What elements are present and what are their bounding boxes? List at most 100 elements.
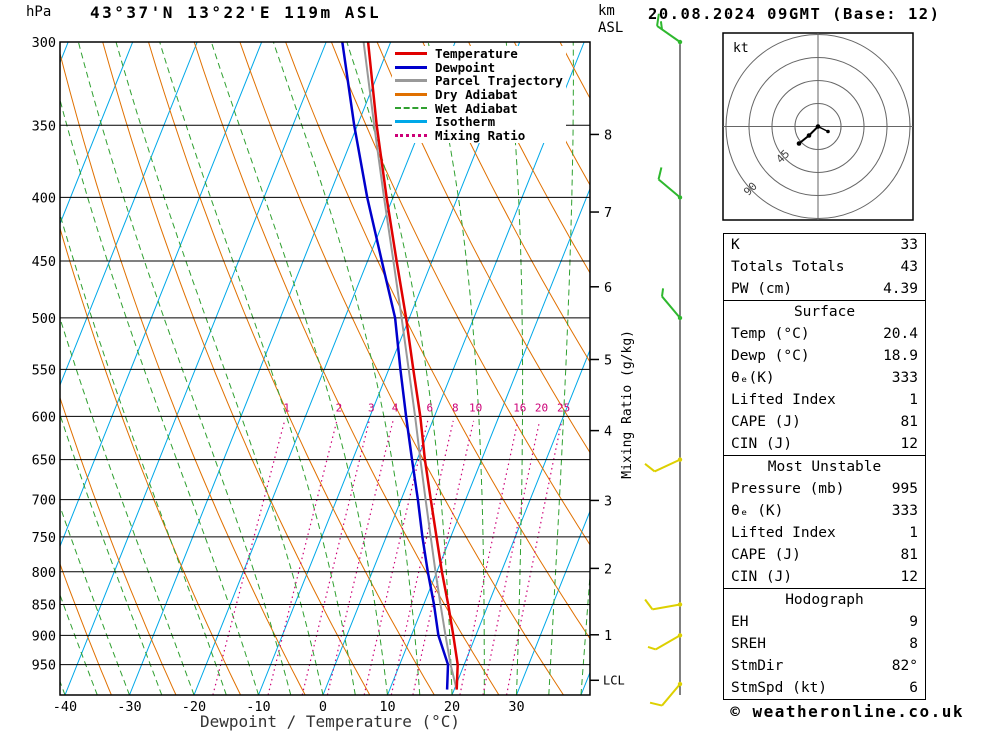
copyright-link[interactable]: © weatheronline.co.uk <box>730 702 964 721</box>
svg-text:1: 1 <box>604 628 612 644</box>
svg-text:4: 4 <box>392 401 399 414</box>
stats-label: StmSpd (kt) <box>731 680 828 696</box>
svg-text:7: 7 <box>604 205 612 221</box>
stats-value: 8 <box>909 636 918 652</box>
stats-value: 1 <box>909 392 918 408</box>
stats-section-header: Most Unstable <box>767 459 882 475</box>
stats-row: CIN (J) 12 <box>724 566 925 588</box>
wind-barb <box>656 13 683 45</box>
svg-text:6: 6 <box>604 280 612 296</box>
legend-item: Dewpoint <box>395 61 563 75</box>
stats-row: SREH 8 <box>724 633 925 655</box>
stats-value: 33 <box>900 237 918 253</box>
svg-text:16: 16 <box>513 401 526 414</box>
stats-section: Most Unstable Pressure (mb) 995 θₑ (K) 333 Li… <box>723 455 926 589</box>
stats-table: K 33 Totals Totals 43 PW (cm) 4.39 Surface Temp… <box>723 233 926 700</box>
mixing-ratio-swatch <box>395 133 427 137</box>
stats-row: EH 9 <box>724 611 925 633</box>
stats-row: Totals Totals 43 <box>724 256 925 278</box>
svg-text:3: 3 <box>368 401 375 414</box>
lcl-label: LCL <box>603 673 625 687</box>
stats-row: θₑ (K) 333 <box>724 500 925 522</box>
wind-barb-column <box>644 13 683 707</box>
stats-row: CAPE (J) 81 <box>724 544 925 566</box>
svg-text:2: 2 <box>604 561 612 577</box>
stats-value: 81 <box>900 414 918 430</box>
km-label: km <box>598 3 615 19</box>
stats-value: 18.9 <box>883 348 918 364</box>
legend-item: Isotherm <box>395 115 563 129</box>
stats-label: CIN (J) <box>731 436 793 452</box>
stats-value: 20.4 <box>883 326 918 342</box>
legend-label: Wet Adiabat <box>435 100 518 116</box>
stats-value: 6 <box>909 680 918 696</box>
stats-label: Temp (°C) <box>731 326 810 342</box>
svg-text:-20: -20 <box>182 699 206 715</box>
stats-label: K <box>731 237 740 253</box>
temperature-tick-labels: -40 -30 -20 -10 0 10 20 30 <box>53 699 525 715</box>
svg-text:-10: -10 <box>246 699 270 715</box>
svg-text:1: 1 <box>283 401 290 414</box>
legend-item: Temperature <box>395 47 563 61</box>
legend-label: Dewpoint <box>435 59 496 75</box>
svg-text:900: 900 <box>32 628 56 644</box>
legend-item: Mixing Ratio <box>395 129 563 143</box>
wind-barb <box>644 457 683 473</box>
stats-label: EH <box>731 614 749 630</box>
stats-row: StmSpd (kt) 6 <box>724 677 925 699</box>
stats-row: Temp (°C) 20.4 <box>724 323 925 345</box>
stats-row: StmDir 82° <box>724 655 925 677</box>
svg-text:-30: -30 <box>117 699 141 715</box>
stats-label: PW (cm) <box>731 281 793 297</box>
svg-text:3: 3 <box>604 493 612 509</box>
svg-text:25: 25 <box>557 401 570 414</box>
sounding-profiles <box>341 42 459 690</box>
svg-text:5: 5 <box>604 352 612 368</box>
temperature-axis-label: Dewpoint / Temperature (°C) <box>199 712 461 731</box>
mixing-ratio-axis-label: Mixing Ratio (g/kg) <box>620 330 635 479</box>
svg-text:20: 20 <box>535 401 548 414</box>
svg-text:-40: -40 <box>53 699 77 715</box>
stats-label: SREH <box>731 636 766 652</box>
stats-value: 81 <box>900 547 918 563</box>
stats-value: 333 <box>891 503 918 519</box>
mixing-ratio-labels: 1 2 3 4 6 8 10 16 20 25 <box>283 401 570 414</box>
dewpoint-curve <box>341 42 450 690</box>
svg-text:750: 750 <box>32 530 56 546</box>
stats-label: StmDir <box>731 658 784 674</box>
stats-row: CIN (J) 12 <box>724 433 925 455</box>
stats-value: 995 <box>891 481 918 497</box>
svg-text:20: 20 <box>444 699 460 715</box>
stats-row: θₑ(K) 333 <box>724 367 925 389</box>
mixing-ratio-lines <box>212 420 563 695</box>
datetime-title: 20.08.2024 09GMT (Base: 12) <box>648 5 941 23</box>
svg-text:650: 650 <box>32 453 56 469</box>
page-title: 43°37'N 13°22'E 119m ASL <box>90 3 382 22</box>
dewpoint-swatch <box>395 65 427 69</box>
plot-border <box>59 41 591 696</box>
stats-section-header: Surface <box>793 304 856 320</box>
stats-row: K 33 <box>724 234 925 256</box>
svg-text:8: 8 <box>604 127 612 143</box>
svg-text:8: 8 <box>452 401 459 414</box>
stats-label: Lifted Index <box>731 525 836 541</box>
legend: Temperature Dewpoint Parcel Trajectory Dry … <box>392 46 566 144</box>
wet-adiabat-swatch <box>395 107 427 110</box>
svg-text:950: 950 <box>32 658 56 674</box>
stats-value: 4.39 <box>883 281 918 297</box>
parcel-trajectory-swatch <box>395 79 427 83</box>
isotherm-swatch <box>395 120 427 124</box>
stats-section: K 33 Totals Totals 43 PW (cm) 4.39 <box>723 233 926 301</box>
asl-label: ASL <box>598 20 624 36</box>
pressure-unit-label: hPa <box>26 4 52 20</box>
isotherm-lines <box>60 42 590 695</box>
svg-text:450: 450 <box>32 254 56 270</box>
legend-label: Temperature <box>435 46 518 62</box>
wind-barb <box>649 681 683 707</box>
svg-text:10: 10 <box>469 401 482 414</box>
temperature-curve <box>366 42 459 690</box>
svg-text:10: 10 <box>379 699 395 715</box>
dry-adiabat-lines <box>60 42 590 695</box>
